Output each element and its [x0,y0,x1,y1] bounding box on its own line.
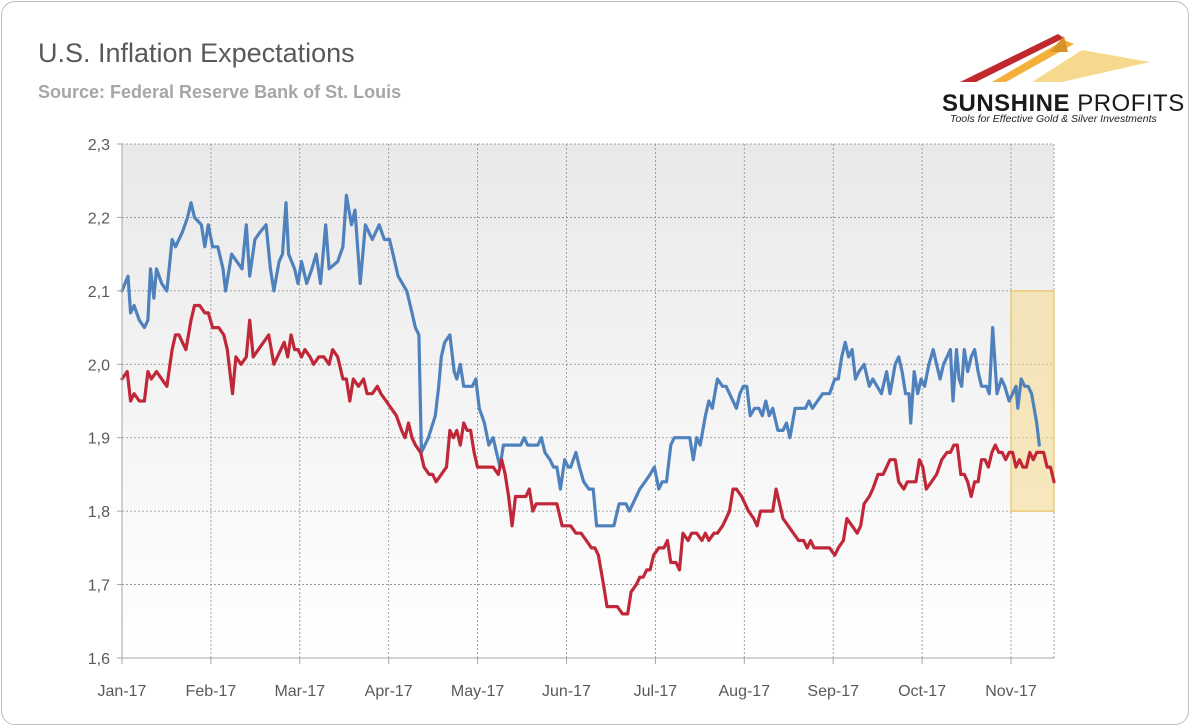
gridlines [122,143,1055,658]
y-tick-label: 1,9 [88,431,110,448]
y-tick-label: 2,1 [88,284,110,301]
series-line-1 [120,193,1041,528]
y-tick-label: 1,6 [88,651,110,668]
x-tick-label: Jul-17 [634,683,678,700]
y-tick-labels: 1,6 1,7 1,8 1,9 2,0 2,1 2,2 2,3 [88,137,110,668]
logo-wordmark-bold: SUNSHINE [942,90,1071,117]
x-tick-label: Mar-17 [274,683,325,700]
x-tick-label: Feb-17 [186,683,237,700]
x-tick-label: Apr-17 [365,683,413,700]
x-tick-label: Nov-17 [985,683,1037,700]
series-line-2 [120,303,1056,616]
y-tick-label: 1,8 [88,504,110,521]
x-tick-label: May-17 [451,683,504,700]
logo-ray-tip [1050,36,1068,52]
plot-area [122,144,1054,658]
logo-ray-red [960,34,1064,82]
logo-tagline: Tools for Effective Gold & Silver Invest… [950,113,1157,125]
x-tick-label: Jan-17 [98,683,147,700]
axes [117,143,1054,664]
logo-ray-gold [1032,50,1150,82]
x-tick-label: Aug-17 [719,683,771,700]
y-tick-label: 1,7 [88,578,110,595]
x-tick-label: Jun-17 [542,683,591,700]
chart-subtitle: Source: Federal Reserve Bank of St. Loui… [38,82,402,102]
sunshine-profits-logo-icon [960,34,1150,82]
logo-wordmark: SUNSHINE PROFITS [942,90,1185,118]
x-tick-label: Oct-17 [898,683,946,700]
logo-wordmark-rest: PROFITS [1077,90,1185,117]
x-tick-label: Sep-17 [807,683,859,700]
y-tick-label: 2,0 [88,357,110,374]
y-tick-label: 2,2 [88,210,110,227]
chart-title: U.S. Inflation Expectations [38,38,355,68]
y-tick-label: 2,3 [88,137,110,154]
series-layer [120,193,1056,616]
x-tick-labels: Jan-17 Feb-17 Mar-17 Apr-17 May-17 Jun-17 Jul-… [98,683,1037,700]
